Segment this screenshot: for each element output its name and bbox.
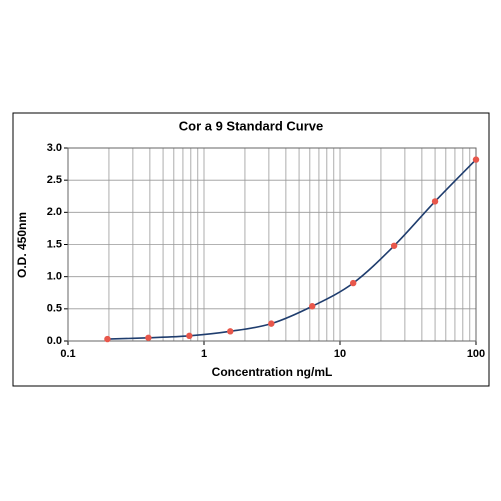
x-axis-title: Concentration ng/mL [212,365,333,379]
plot-border [67,147,477,342]
data-point [227,328,234,335]
x-tick-label: 0.1 [60,348,75,360]
chart-title: Cor a 9 Standard Curve [179,118,324,133]
data-point [145,334,152,341]
chart-frame [12,112,490,387]
data-point [309,303,316,310]
data-point [349,279,357,287]
y-tick-label: 1.0 [47,271,62,283]
data-point [472,156,480,163]
x-tick-label: 10 [334,348,346,360]
x-tick-label: 100 [467,348,485,360]
y-tick-label: 0.5 [47,303,62,315]
x-tick-label: 1 [201,348,207,360]
data-point [186,332,193,340]
curve [107,159,477,340]
data-point [268,320,275,327]
y-tick-label: 0.0 [47,335,62,347]
y-tick-label: 2.5 [47,174,62,186]
data-point [104,335,111,343]
y-axis-title: O.D. 450nm [15,212,29,278]
data-point [390,242,398,249]
y-tick-label: 2.0 [47,206,62,218]
y-tick-label: 3.0 [47,142,62,154]
y-tick-label: 1.5 [47,238,62,250]
data-point [431,198,439,205]
